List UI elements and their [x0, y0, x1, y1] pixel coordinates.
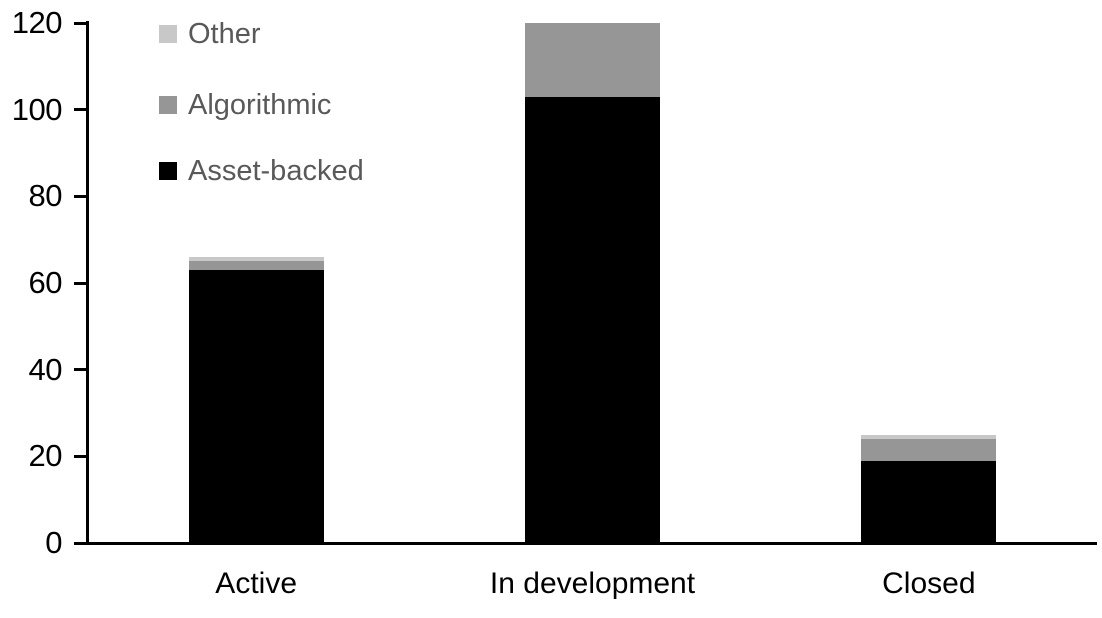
y-tick-label: 0	[45, 525, 62, 560]
y-axis-tick	[74, 541, 88, 545]
legend-swatch-icon	[159, 25, 177, 43]
y-tick-label: 20	[28, 438, 63, 474]
y-axis-tick	[74, 368, 88, 372]
bar-segment-asset-backed-in-development	[525, 96, 660, 543]
y-axis-tick	[74, 108, 88, 112]
y-tick-label: 80	[28, 178, 63, 214]
bar-segment-algorithmic-active	[188, 261, 324, 270]
category-label-active: Active	[215, 567, 298, 600]
y-tick-label: 100	[11, 91, 63, 127]
x-axis-line	[74, 542, 1097, 545]
legend-label: Algorithmic	[188, 89, 332, 121]
y-tick-label: 120	[11, 5, 63, 40]
category-label-closed: Closed	[882, 567, 976, 600]
legend-label: Other	[188, 18, 261, 50]
bar-segment-algorithmic-in-development	[525, 23, 660, 97]
legend-item-other: Other	[159, 16, 261, 52]
y-axis-tick	[74, 194, 88, 198]
bar-segment-asset-backed-closed	[861, 460, 997, 543]
bar-segment-other-active	[188, 257, 324, 262]
y-axis-tick	[74, 281, 88, 285]
legend-item-algorithmic: Algorithmic	[159, 87, 331, 123]
legend-swatch-icon	[159, 96, 177, 114]
legend-swatch-icon	[159, 162, 177, 180]
y-tick-label: 60	[28, 265, 63, 300]
legend-item-asset-backed: Asset-backed	[159, 153, 364, 189]
legend-label: Asset-backed	[188, 155, 364, 187]
bar-segment-algorithmic-closed	[861, 439, 997, 461]
y-axis-tick	[74, 454, 88, 458]
bar-segment-other-closed	[861, 434, 997, 439]
y-axis-tick	[74, 21, 88, 25]
bar-segment-asset-backed-active	[188, 270, 324, 543]
y-tick-label: 40	[28, 351, 63, 387]
category-label-in-development: In development	[489, 567, 696, 600]
